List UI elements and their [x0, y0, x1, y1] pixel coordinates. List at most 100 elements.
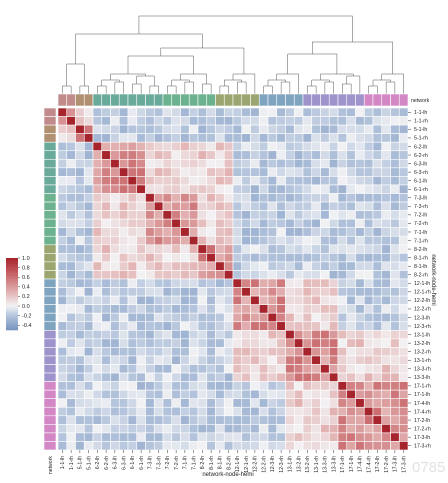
heatmap-cell [197, 372, 208, 382]
heatmap-cell [372, 159, 383, 169]
heatmap-cell [66, 304, 76, 314]
heatmap-cell [267, 253, 278, 263]
heatmap-cell [57, 150, 68, 160]
heatmap-cell [83, 218, 94, 228]
heatmap-cell [153, 150, 164, 160]
heatmap-cell [197, 304, 208, 314]
heatmap-cell [153, 141, 164, 152]
colorbar-tick-label: 1.0 [22, 256, 30, 262]
heatmap-cell [250, 159, 260, 169]
heatmap-cell [180, 124, 190, 134]
heatmap-cell [197, 159, 208, 169]
heatmap-cell [101, 441, 111, 451]
heatmap-cell [223, 107, 234, 117]
heatmap-cell [276, 261, 286, 271]
heatmap-cell [320, 176, 330, 186]
heatmap-cell [363, 116, 374, 126]
heatmap-cell [381, 193, 391, 203]
heatmap-cell [302, 253, 313, 263]
heatmap-cell [92, 176, 103, 186]
heatmap-cell [118, 116, 129, 126]
heatmap-cell [267, 415, 278, 425]
heatmap-cell [197, 107, 208, 117]
heatmap-cell [188, 218, 199, 228]
heatmap-cell [92, 441, 103, 451]
col-tick-label: 6-3-lh [113, 456, 119, 469]
colorbar-segment [6, 320, 18, 322]
heatmap-cell [110, 389, 120, 399]
heatmap-cell [381, 355, 391, 365]
heatmap-cell [267, 167, 278, 177]
heatmap-cell [355, 381, 365, 391]
heatmap-cell [241, 159, 251, 169]
heatmap-cell [285, 244, 295, 254]
row-network-colors [43, 107, 57, 451]
heatmap-cell [267, 124, 278, 134]
heatmap-cell [276, 372, 286, 382]
row-network-color-cell [43, 253, 57, 263]
heatmap-cell [75, 329, 85, 340]
dendrogram-link [267, 79, 286, 86]
heatmap-cell [188, 295, 199, 305]
heatmap-cell [110, 124, 120, 134]
heatmap-cell [75, 372, 85, 382]
heatmap-cell [258, 415, 269, 425]
colorbar-segment [6, 279, 18, 282]
heatmap-cell [101, 270, 111, 280]
heatmap-cell [276, 406, 286, 417]
heatmap-cell [66, 415, 76, 425]
heatmap-cell [372, 312, 383, 323]
heatmap-cell [355, 406, 365, 417]
heatmap-cell [328, 381, 339, 391]
heatmap-cell [83, 116, 94, 126]
heatmap-cell [206, 201, 216, 211]
heatmap-cell [153, 287, 164, 297]
heatmap-cell [328, 432, 339, 442]
heatmap-cell [337, 235, 348, 246]
heatmap-cell [188, 201, 199, 211]
heatmap-cell [276, 278, 286, 288]
heatmap-cell [250, 389, 260, 399]
heatmap-cell [180, 406, 190, 417]
heatmap-cell [215, 432, 225, 442]
heatmap-cell [92, 116, 103, 126]
heatmap-cell [162, 133, 173, 143]
heatmap-cell [75, 261, 85, 271]
heatmap-cell [110, 278, 120, 288]
heatmap-cell [293, 389, 304, 399]
heatmap-cell [145, 398, 155, 408]
heatmap-cell [241, 304, 251, 314]
heatmap-cell [276, 141, 286, 152]
heatmap-cell [215, 441, 225, 451]
heatmap-cell [346, 321, 356, 331]
heatmap-cell [223, 304, 234, 314]
colorbar-segment [6, 276, 18, 278]
heatmap-cell [302, 218, 313, 228]
heatmap-cell [83, 338, 94, 348]
row-network-color-cell [43, 415, 57, 425]
row-network-color-cell [43, 184, 57, 194]
heatmap-cell [346, 329, 356, 340]
heatmap-cell [372, 133, 383, 143]
heatmap-cell [127, 432, 138, 442]
heatmap-cell [250, 176, 260, 186]
heatmap-cell [215, 261, 225, 271]
heatmap-cell [153, 347, 164, 357]
heatmap-cell [223, 141, 234, 152]
heatmap-cell [250, 441, 260, 451]
heatmap-cell [162, 398, 173, 408]
heatmap-cell [136, 415, 146, 425]
heatmap-cell [153, 159, 164, 169]
heatmap-cell [206, 227, 216, 237]
heatmap-cell [355, 159, 365, 169]
heatmap-cell [92, 235, 103, 246]
heatmap-cell [232, 193, 243, 203]
heatmap-cell [197, 253, 208, 263]
heatmap-cell [92, 355, 103, 365]
dendrogram-link [149, 85, 159, 94]
heatmap-cell [118, 287, 129, 297]
heatmap-cell [241, 406, 251, 417]
heatmap-cell [75, 338, 85, 348]
heatmap-cell [267, 398, 278, 408]
heatmap-cell [267, 321, 278, 331]
